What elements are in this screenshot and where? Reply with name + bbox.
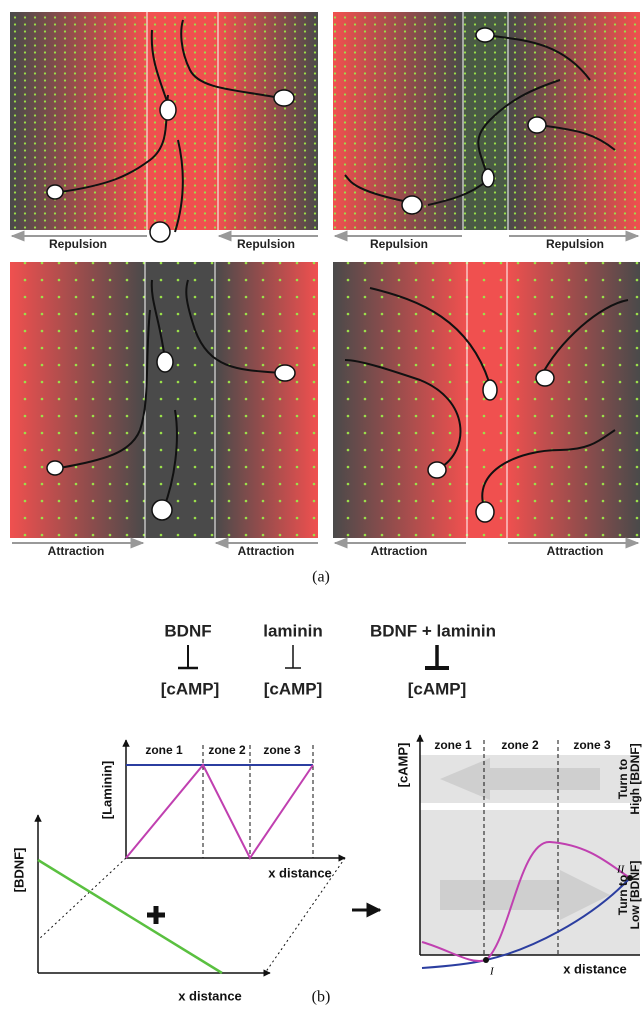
inhibition-symbols [178,645,449,670]
turn-label: Low [BDNF] [628,861,642,930]
panel-bottom-right [333,262,640,538]
label: Attraction [371,544,428,558]
x-label: x distance [268,865,332,880]
zone: zone 1 [434,738,472,752]
target: [cAMP] [161,679,220,698]
y-label: [BDNF] [11,848,26,893]
target: [cAMP] [264,679,323,698]
zone: zone 3 [573,738,611,752]
panel-top-left [10,12,318,243]
agent: laminin [263,621,323,640]
bdnf-plot [34,814,382,977]
turn-label: High [BDNF] [628,743,642,814]
y-label: [cAMP] [395,743,410,788]
zone: zone 1 [145,743,183,757]
camp-plot [416,734,640,969]
label: Repulsion [49,237,107,251]
panel-top-right [333,12,640,230]
caption: (b) [312,989,331,1006]
point-label: I [489,966,495,978]
panel-labels [10,230,640,549]
x-label: x distance [178,988,242,1003]
point-label: II [616,864,626,876]
y-label: [Laminin] [99,761,114,820]
agent: BDNF + laminin [370,621,496,640]
label: Attraction [48,544,105,558]
x-label: x distance [563,961,627,976]
zone: zone 2 [208,743,246,757]
zone: zone 3 [263,743,301,757]
panel-bottom-left [10,262,318,538]
label: Attraction [547,544,604,558]
turn-label: Turn to [616,759,630,799]
label: Repulsion [546,237,604,251]
label: Attraction [238,544,295,558]
label: Repulsion [237,237,295,251]
agent: BDNF [164,621,211,640]
label: Repulsion [370,237,428,251]
zone: zone 2 [501,738,539,752]
laminin-plot [122,739,346,862]
caption: (a) [312,569,330,586]
target: [cAMP] [408,679,467,698]
turn-label: Turn to [616,875,630,915]
